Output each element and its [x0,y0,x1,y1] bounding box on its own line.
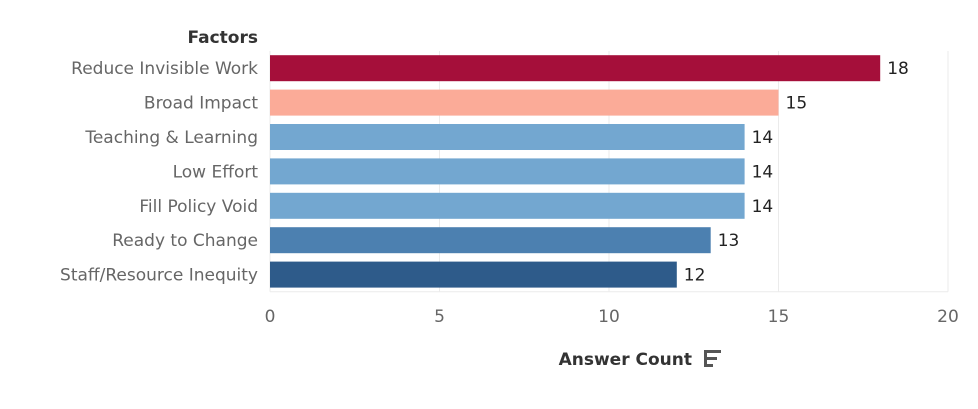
bar[interactable] [270,55,881,82]
sort-descending-icon[interactable] [704,350,721,367]
value-label: 15 [786,94,808,114]
category-label: Broad Impact [144,94,258,114]
x-axis-ticks: 0 5 10 15 20 [265,307,959,327]
value-label: 14 [752,162,774,182]
x-tick-label: 0 [265,307,276,327]
bar[interactable] [270,124,745,150]
category-label: Fill Policy Void [139,197,258,217]
bar[interactable] [270,261,677,288]
value-label: 13 [718,231,740,251]
value-labels: 18 15 14 14 14 13 12 [684,59,909,285]
x-axis-title: Answer Count [559,350,692,370]
bar[interactable] [270,89,779,116]
category-labels: Reduce Invisible Work Broad Impact Teachin… [60,59,258,285]
category-label: Teaching & Learning [84,128,258,148]
x-tick-label: 20 [937,307,959,327]
x-tick-label: 10 [598,307,620,327]
value-label: 14 [752,128,774,148]
row-header: Factors [188,28,258,48]
category-label: Ready to Change [112,231,258,251]
x-tick-label: 15 [768,307,790,327]
value-label: 12 [684,266,706,286]
category-label: Low Effort [173,162,259,182]
category-label: Staff/Resource Inequity [60,266,258,286]
value-label: 14 [752,197,774,217]
bar[interactable] [270,158,745,185]
category-label: Reduce Invisible Work [71,59,258,79]
chart-bars [270,55,881,288]
x-tick-label: 5 [434,307,445,327]
bar[interactable] [270,227,711,254]
x-axis-title-group[interactable]: Answer Count [559,350,721,370]
bar[interactable] [270,192,745,219]
value-label: 18 [887,59,909,79]
